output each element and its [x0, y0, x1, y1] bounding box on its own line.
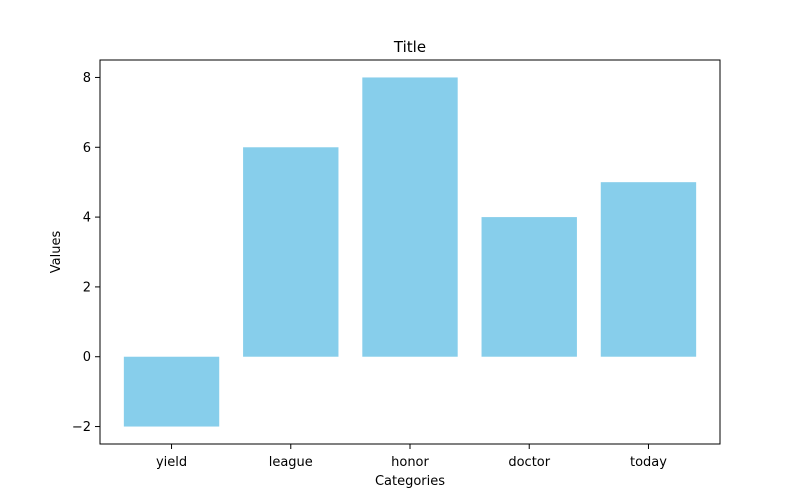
- bar-league: [243, 147, 339, 357]
- y-tick-label: 4: [83, 211, 91, 226]
- y-tick-label: −2: [72, 420, 91, 435]
- x-axis-label: Categories: [375, 474, 445, 489]
- x-tick-label: doctor: [508, 455, 550, 470]
- bar-honor: [362, 77, 458, 357]
- x-tick-label: honor: [391, 455, 429, 470]
- x-axis: yield league honor doctor today: [156, 444, 667, 470]
- bar-today: [600, 182, 697, 357]
- y-axis-label: Values: [49, 231, 64, 274]
- bar-yield: [123, 356, 220, 427]
- y-axis: −2 0 2 4 6 8: [72, 71, 100, 435]
- y-tick-label: 2: [83, 280, 91, 295]
- bar-doctor: [481, 217, 577, 357]
- x-tick-label: league: [269, 455, 313, 470]
- y-tick-label: 8: [83, 71, 91, 86]
- y-tick-label: 6: [83, 141, 91, 156]
- x-tick-label: today: [630, 455, 667, 470]
- bar-group: [123, 77, 697, 427]
- chart-title: Title: [393, 38, 426, 56]
- y-tick-label: 0: [83, 350, 91, 365]
- x-tick-label: yield: [156, 455, 187, 470]
- plot-frame: [99, 59, 721, 445]
